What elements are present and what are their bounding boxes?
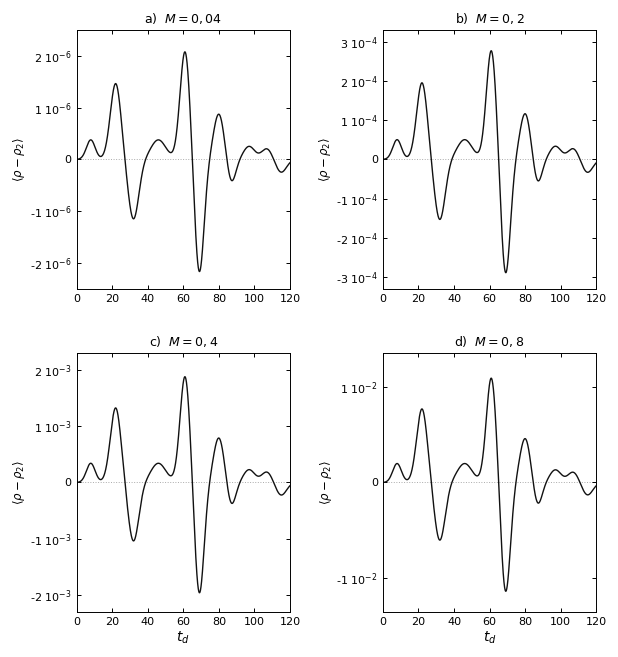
Title: a)  $M = 0,04$: a) $M = 0,04$: [144, 11, 222, 26]
X-axis label: $t_d$: $t_d$: [177, 629, 190, 646]
Title: d)  $M = 0,8$: d) $M = 0,8$: [454, 334, 525, 349]
Y-axis label: $\langle\rho - \rho_2\rangle$: $\langle\rho - \rho_2\rangle$: [317, 137, 333, 182]
Y-axis label: $\langle\rho - \rho_2\rangle$: $\langle\rho - \rho_2\rangle$: [318, 460, 334, 505]
Title: b)  $M = 0,2$: b) $M = 0,2$: [455, 11, 525, 26]
X-axis label: $t_d$: $t_d$: [483, 629, 496, 646]
Title: c)  $M = 0,4$: c) $M = 0,4$: [148, 334, 218, 349]
Y-axis label: $\langle\rho - \rho_2\rangle$: $\langle\rho - \rho_2\rangle$: [11, 137, 27, 182]
Y-axis label: $\langle\rho - \rho_2\rangle$: $\langle\rho - \rho_2\rangle$: [11, 460, 27, 505]
